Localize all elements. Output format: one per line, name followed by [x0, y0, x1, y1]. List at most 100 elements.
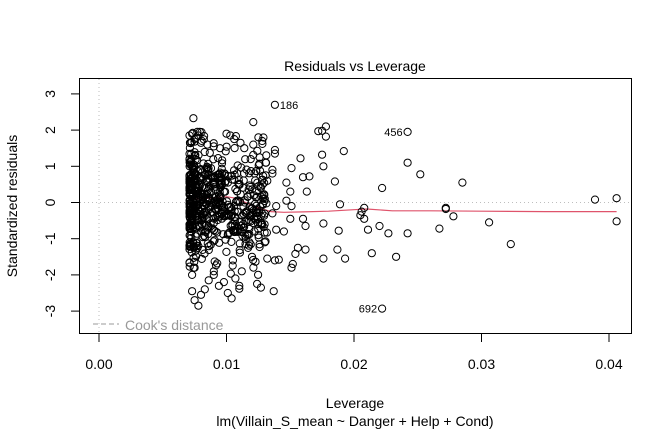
data-point: [246, 240, 255, 249]
data-point: [207, 188, 216, 197]
data-point: [416, 170, 425, 179]
data-point: [272, 225, 281, 234]
data-point: [218, 156, 227, 165]
data-point: [214, 191, 224, 200]
data-point: [202, 189, 211, 199]
data-point: [235, 281, 244, 290]
data-point: [261, 237, 270, 246]
data-point: [227, 294, 236, 303]
data-point: [449, 212, 458, 221]
data-point: [212, 171, 221, 180]
data-point: [441, 204, 450, 214]
data-point: [213, 211, 222, 220]
y-tick-label: -3: [42, 305, 58, 318]
data-point: [252, 167, 261, 176]
x-tick-label: 0.02: [340, 356, 367, 372]
data-point: [298, 214, 308, 223]
reference-lines: [80, 79, 631, 333]
data-point: [301, 245, 310, 254]
data-point: [194, 200, 203, 209]
data-point: [202, 164, 211, 173]
data-point: [187, 218, 196, 227]
data-point: [282, 178, 291, 187]
data-point: [360, 214, 369, 223]
data-point: [208, 224, 217, 233]
data-point: [189, 223, 198, 233]
data-point: [206, 172, 216, 181]
data-point: [196, 290, 206, 299]
y-tick-label: 0: [42, 198, 58, 206]
data-point: [211, 227, 220, 236]
data-point: [255, 242, 264, 252]
data-point: [209, 267, 218, 276]
data-point: [210, 236, 219, 245]
plot-frame: [79, 78, 632, 334]
data-point: [258, 200, 267, 209]
data-point: [194, 131, 203, 140]
data-point: [185, 262, 194, 271]
data-point: [288, 259, 297, 269]
data-point: [239, 209, 248, 218]
data-point: [330, 177, 339, 186]
data-point: [215, 180, 224, 189]
legend: Cook's distance: [93, 317, 224, 333]
data-point: [185, 149, 194, 158]
data-point: [216, 144, 225, 153]
data-point: [198, 189, 207, 198]
data-point: [258, 220, 267, 229]
y-axis: -3 -2 -1 0 1 2 3: [42, 90, 80, 318]
data-point: [215, 238, 224, 247]
data-point: [334, 226, 343, 235]
data-point: [248, 185, 257, 194]
data-point: [247, 252, 257, 261]
point-label-186: 186: [280, 100, 298, 112]
data-point: [210, 257, 219, 266]
data-point: [335, 200, 345, 209]
data-point: [287, 164, 296, 173]
data-point: [189, 189, 198, 198]
data-point: [185, 238, 194, 247]
data-point: [458, 178, 467, 187]
data-point: [296, 154, 305, 163]
data-point: [222, 197, 231, 206]
data-point: [222, 129, 231, 138]
data-point: [270, 145, 279, 155]
data-point: [254, 231, 263, 240]
data-point: [248, 204, 257, 213]
data-point: [193, 215, 202, 224]
data-point: [339, 147, 348, 156]
data-point: [262, 199, 271, 208]
data-point: [185, 177, 194, 186]
data-point: [223, 229, 233, 238]
data-point: [192, 190, 201, 199]
data-point: [209, 139, 218, 148]
data-point: [230, 135, 239, 144]
data-point: [250, 199, 260, 208]
data-point: [321, 132, 330, 141]
data-point: [194, 301, 203, 310]
data-point: [199, 213, 208, 222]
data-point: [240, 144, 249, 153]
data-point: [204, 230, 213, 239]
data-point: [224, 203, 234, 212]
data-point: [185, 258, 194, 267]
x-tick-label: 0.01: [213, 356, 240, 372]
data-point: [187, 181, 196, 190]
data-point: [200, 285, 209, 294]
data-point: [270, 149, 279, 158]
data-point: [204, 245, 213, 255]
data-point: [223, 288, 232, 298]
data-point: [253, 214, 262, 223]
data-point: [230, 144, 239, 153]
data-point: [195, 182, 204, 191]
data-point: [305, 172, 314, 181]
data-point: [240, 169, 249, 178]
data-point: [223, 178, 232, 187]
data-point: [237, 267, 246, 276]
data-point: [203, 225, 212, 234]
data-point: [258, 209, 267, 218]
point-label-456: 456: [384, 127, 402, 139]
data-point: [230, 213, 239, 222]
chart-subtitle: lm(Villain_S_mean ~ Danger + Help + Cond…: [216, 413, 493, 429]
data-point: [228, 256, 237, 265]
